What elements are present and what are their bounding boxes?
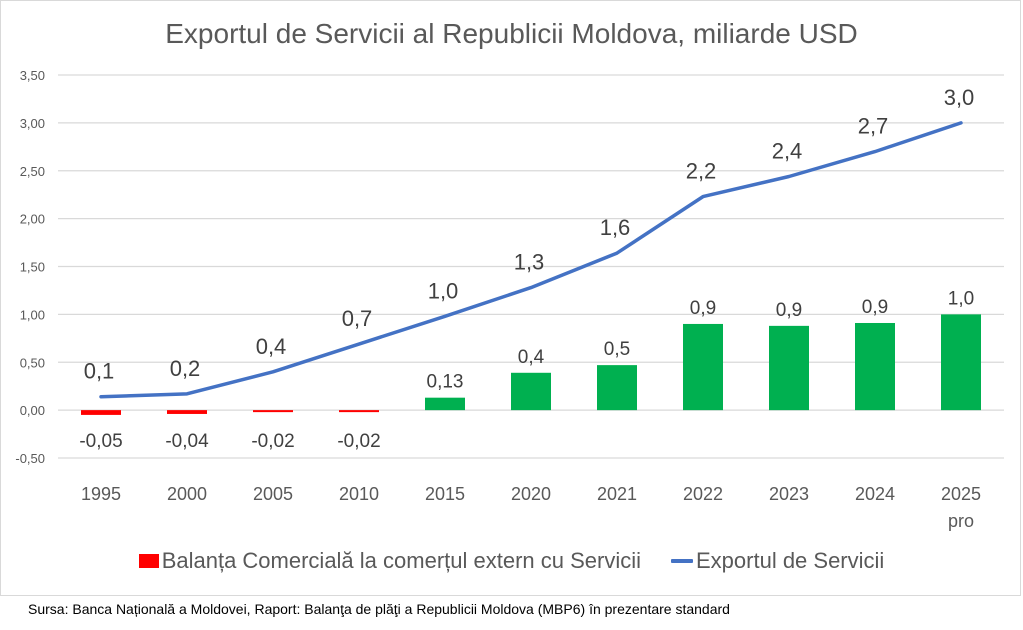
chart-title: Exportul de Servicii al Republicii Moldo… (165, 18, 858, 49)
legend-label-export: Exportul de Servicii (696, 548, 885, 573)
y-tick-label: 3,00 (20, 116, 45, 131)
line-data-label: 2,4 (772, 138, 803, 163)
y-tick-label: 0,00 (20, 403, 45, 418)
y-tick-label: 3,50 (20, 68, 45, 83)
line-data-label: 2,2 (686, 159, 717, 184)
bar (941, 314, 981, 411)
line-data-label: 1,0 (428, 278, 459, 303)
line-data-label: 0,4 (256, 334, 287, 359)
bar-data-label: 0,9 (862, 297, 888, 318)
x-tick-label: 2015 (425, 484, 465, 504)
x-tick-label: 2005 (253, 484, 293, 504)
y-tick-label: -0,50 (15, 451, 45, 466)
line-data-label: 2,7 (858, 114, 889, 139)
bar (81, 410, 121, 415)
line-data-label: 0,2 (170, 356, 201, 381)
bar (511, 372, 551, 411)
chart-frame (0, 0, 1021, 596)
bar (339, 410, 379, 413)
line-data-label: 0,1 (84, 359, 115, 384)
x-axis-ticks: 1995 2000 2005 2010 2015 2020 2021 2022 2023 2024… (81, 484, 981, 531)
legend-swatch-bar-icon (138, 554, 159, 568)
x-tick-label: 2024 (855, 484, 895, 504)
line-series (99, 121, 963, 399)
x-tick-label: 2020 (511, 484, 551, 504)
y-tick-label: 1,00 (20, 307, 45, 322)
x-tick-sublabel: pro (948, 511, 974, 531)
x-tick-label: 2023 (769, 484, 809, 504)
y-tick-label: 2,00 (20, 212, 45, 227)
bar-series (81, 314, 981, 415)
bar (253, 410, 293, 413)
bar-data-label: -0,02 (337, 431, 380, 452)
legend-label-balance: Balanța Comercială la comerțul extern cu… (161, 548, 641, 573)
line-data-label: 1,3 (514, 250, 545, 275)
bar-data-label: 0,9 (690, 298, 716, 319)
bar-data-label: 0,9 (776, 300, 802, 321)
gridlines (58, 74, 1004, 459)
y-tick-label: 1,50 (20, 260, 45, 275)
bar-data-label: -0,04 (165, 431, 209, 452)
y-tick-label: 2,50 (20, 164, 45, 179)
line-data-label: 0,7 (342, 306, 373, 331)
bar (769, 325, 809, 411)
bar-data-label: -0,02 (251, 431, 294, 452)
x-tick-label: 2022 (683, 484, 723, 504)
x-tick-label: 1995 (81, 484, 121, 504)
x-tick-label: 2021 (597, 484, 637, 504)
legend-item-balance[interactable]: Balanța Comercială la comerțul extern cu… (138, 548, 641, 574)
bar-data-label: 0,4 (518, 347, 545, 368)
bar (597, 365, 637, 411)
bar-data-label: -0,05 (79, 431, 122, 452)
bar (167, 410, 207, 414)
bar-data-label: 0,13 (427, 372, 464, 393)
legend: Balanța Comercială la comerțul extern cu… (0, 548, 1023, 574)
line-data-label: 1,6 (600, 215, 631, 240)
bar (683, 323, 723, 411)
plot-area: 3,50 3,00 2,50 2,00 1,50 1,00 0,50 0,00 -0,50 -0… (15, 68, 1004, 531)
data-labels: -0,05 -0,04 -0,02 -0,02 0,13 0,4 0,5 0,9 0,9 0,9 1… (79, 85, 974, 452)
x-tick-label: 2000 (167, 484, 207, 504)
source-note: Sursa: Banca Națională a Moldovei, Rapor… (28, 601, 730, 617)
legend-item-export[interactable]: Exportul de Servicii (671, 548, 884, 574)
bar (855, 322, 895, 411)
line-data-label: 3,0 (944, 85, 975, 110)
bar (425, 397, 465, 411)
bar-data-label: 0,5 (604, 339, 630, 360)
x-tick-label: 2025 (941, 484, 981, 504)
legend-swatch-line-icon (671, 559, 693, 563)
bar-data-label: 1,0 (948, 288, 974, 309)
y-tick-label: 0,50 (20, 355, 45, 370)
x-tick-label: 2010 (339, 484, 379, 504)
y-axis-ticks: 3,50 3,00 2,50 2,00 1,50 1,00 0,50 0,00 -0,50 (15, 68, 45, 466)
